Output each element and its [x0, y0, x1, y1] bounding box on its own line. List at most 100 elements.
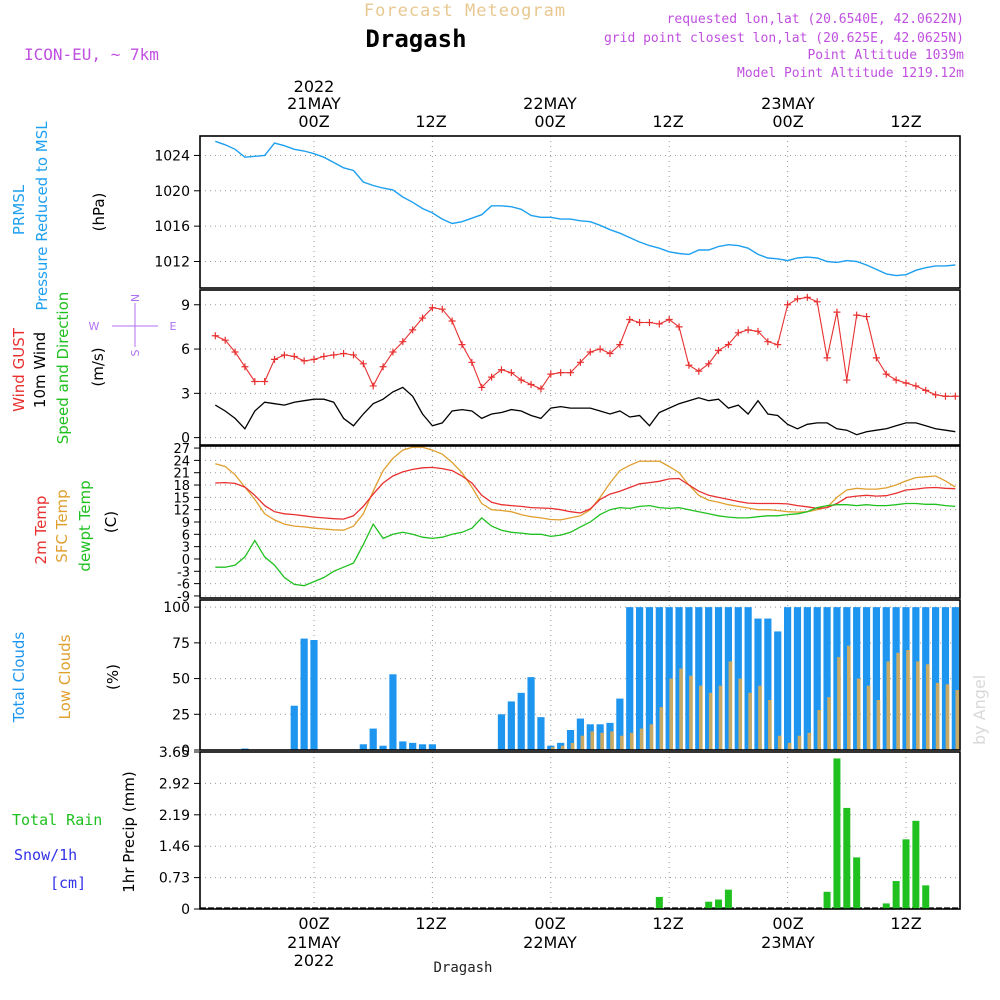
rain-bar: [843, 807, 851, 909]
low-cloud-bar: [600, 732, 604, 750]
gust-marker: [399, 338, 407, 346]
total-cloud-bar: [853, 607, 861, 750]
gust-marker: [941, 392, 949, 400]
rain-bar: [833, 758, 841, 909]
total-cloud-bar: [507, 701, 515, 750]
gust-marker: [349, 351, 357, 359]
bottom-hour-label-1: 00Z: [298, 914, 329, 933]
gust-marker: [468, 358, 476, 366]
total-cloud-bar: [685, 607, 693, 750]
gust-marker: [389, 348, 397, 356]
low-cloud-bar: [669, 678, 673, 750]
total-cloud-bar: [606, 722, 614, 750]
total-cloud-bar: [724, 607, 732, 750]
gust-marker: [715, 347, 723, 355]
rain-bar: [655, 896, 663, 909]
gust-marker: [813, 298, 821, 306]
gust-marker: [823, 354, 831, 362]
low-cloud-bar: [551, 747, 555, 750]
gust-marker: [922, 386, 930, 394]
gust-marker: [843, 376, 851, 384]
gust-marker: [695, 367, 703, 375]
footer-location: Dragash: [433, 960, 492, 976]
low-cloud-bar: [659, 707, 664, 750]
gust-line: [215, 296, 956, 397]
y-tick-label: 1012: [154, 254, 190, 270]
total-cloud-label: Total Clouds: [10, 632, 28, 724]
y-tick-label: 2.92: [159, 776, 190, 792]
top-date-label-2: 22MAY: [523, 94, 577, 113]
gust-marker: [379, 363, 387, 371]
gust-marker: [340, 349, 348, 357]
top-hour-label-5: 00Z: [772, 112, 803, 131]
rain-bar: [715, 899, 723, 909]
gust-marker: [428, 304, 436, 312]
low-cloud-bar: [807, 732, 812, 750]
watermark: by Angel: [970, 675, 989, 745]
low-cloud-bar: [827, 697, 831, 750]
bottom-hour-label-2: 12Z: [415, 914, 446, 933]
y-tick-label: 9: [181, 298, 190, 314]
gust-marker: [724, 341, 732, 349]
total-cloud-bar: [428, 744, 436, 750]
total-cloud-bar: [497, 714, 506, 750]
total-cloud-bar: [803, 607, 811, 750]
total-cloud-bar: [586, 724, 594, 750]
gust-label: Wind GUST: [10, 327, 28, 412]
panel-frame-pressure: [199, 135, 961, 289]
gust-marker: [833, 308, 841, 316]
gust-marker: [912, 382, 920, 390]
cloud-unit: (%): [104, 664, 122, 690]
low-cloud-bar: [768, 700, 772, 750]
total-cloud-bar: [547, 745, 555, 750]
gust-marker: [557, 369, 565, 377]
total-cloud-bar: [636, 607, 644, 750]
rain-bar: [705, 901, 713, 909]
gust-marker: [409, 326, 417, 334]
y-tick-label: 100: [163, 600, 190, 616]
low-cloud-bar: [856, 678, 861, 750]
total-cloud-bar: [596, 724, 604, 750]
dewpt-label: dewpt Temp: [76, 480, 94, 571]
low-cloud-bar: [906, 650, 910, 750]
total-cloud-bar: [862, 607, 871, 750]
total-cloud-bar: [359, 744, 367, 750]
y-tick-label: 0: [181, 902, 190, 918]
compass-rose: N S W E: [89, 294, 177, 357]
low-cloud-bar: [580, 735, 585, 750]
wind-unit: (m/s): [89, 347, 107, 386]
total-cloud-bar: [734, 607, 742, 750]
low-cloud-bar: [896, 652, 900, 750]
low-cloud-bar: [728, 661, 733, 750]
low-cloud-bar: [560, 745, 565, 750]
top-hour-label-2: 12Z: [415, 112, 446, 131]
y-tick-label: 3: [181, 386, 190, 402]
y-tick-label: 6: [182, 528, 190, 543]
grid-point-coords: grid point closest lon,lat (20.625E, 42.…: [604, 31, 964, 46]
gust-marker: [951, 392, 959, 400]
y-tick-label: 24: [173, 454, 190, 469]
chart-title: Forecast Meteogram: [364, 1, 566, 21]
gust-marker: [902, 379, 910, 387]
direction-label: Speed and Direction: [54, 292, 72, 445]
total-cloud-bar: [369, 728, 377, 750]
t2m-line: [215, 466, 956, 520]
gust-marker: [320, 352, 328, 360]
gust-marker: [636, 318, 644, 326]
gust-marker: [803, 293, 811, 301]
rain-legend: Total Rain: [12, 811, 102, 829]
sfc-temp-line: [215, 446, 956, 531]
rain-bar: [902, 839, 910, 909]
total-cloud-bar: [537, 717, 545, 750]
low-cloud-bar: [699, 685, 703, 750]
low-cloud-bar: [639, 728, 644, 750]
wind-speed-line: [214, 386, 956, 436]
low-cloud-bar: [935, 682, 940, 750]
gust-marker: [853, 311, 861, 319]
y-tick-label: 27: [173, 442, 190, 457]
compass-e: E: [170, 320, 177, 333]
top-hour-label-4: 12Z: [652, 112, 683, 131]
low-cloud-bar: [925, 664, 930, 750]
